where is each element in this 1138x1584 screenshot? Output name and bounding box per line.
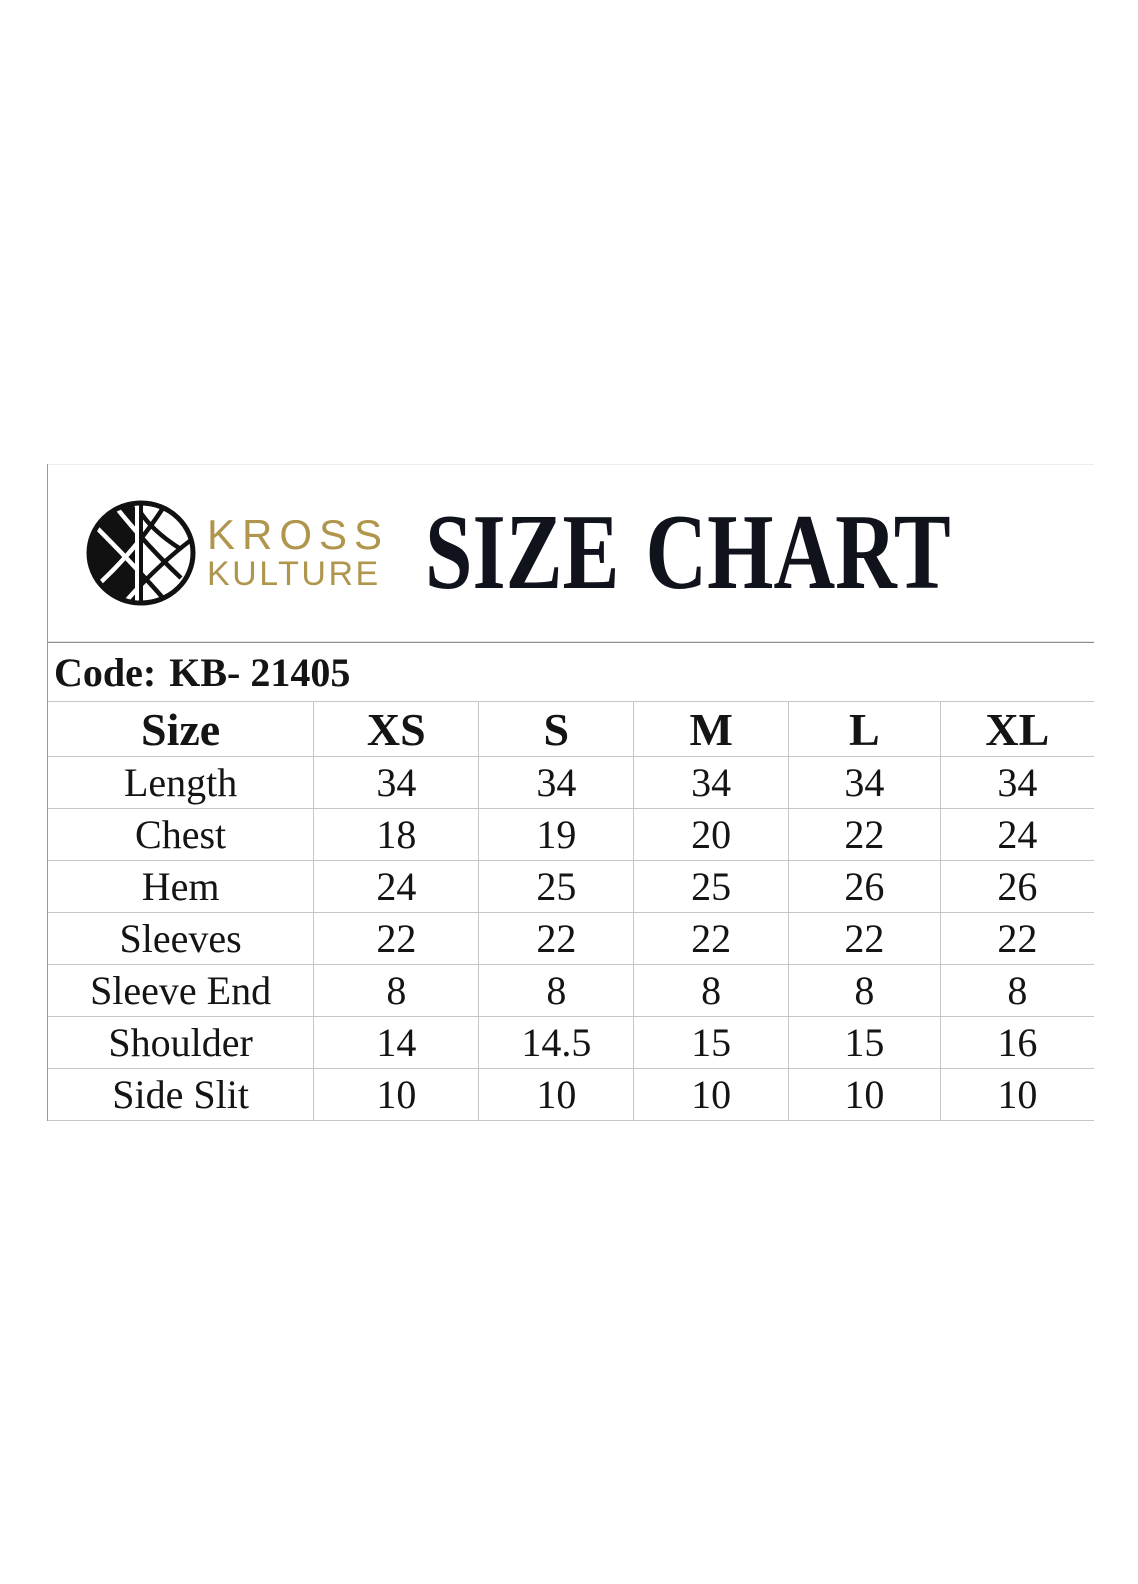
table-row-sleeve-end: Sleeve End 8 8 8 8 8	[48, 964, 1094, 1017]
size-table: Size XS S M L XL Length 34 34 34 34 34 C…	[48, 701, 1094, 1121]
table-row-hem: Hem 24 25 25 26 26	[48, 860, 1094, 913]
product-code-label: Code:	[54, 649, 157, 695]
row-label: Sleeve End	[48, 964, 315, 1017]
brand-header: KROSS KULTURE SIZE CHART	[48, 464, 1094, 642]
row-label: Shoulder	[48, 1016, 315, 1069]
cell-value: 25	[478, 860, 635, 913]
cell-value: 25	[633, 860, 790, 913]
cell-value: 22	[788, 912, 941, 965]
cell-value: 10	[633, 1068, 790, 1121]
cell-value: 8	[633, 964, 790, 1017]
cell-value: 10	[478, 1068, 635, 1121]
cell-value: 34	[478, 756, 635, 809]
cell-value: 8	[313, 964, 480, 1017]
column-header-l: L	[788, 701, 941, 757]
cell-value: 8	[478, 964, 635, 1017]
cell-value: 22	[939, 912, 1094, 965]
row-label: Side Slit	[48, 1068, 315, 1121]
cell-value: 14.5	[478, 1016, 635, 1069]
cell-value: 18	[313, 808, 480, 861]
table-row-sleeves: Sleeves 22 22 22 22 22	[48, 912, 1094, 965]
column-header-m: M	[633, 701, 790, 757]
cell-value: 22	[478, 912, 635, 965]
cell-value: 8	[939, 964, 1094, 1017]
size-chart-sheet: KROSS KULTURE SIZE CHART Code: KB- 21405…	[47, 464, 1094, 1121]
column-header-size: Size	[48, 701, 315, 757]
row-label: Sleeves	[48, 912, 315, 965]
table-row-chest: Chest 18 19 20 22 24	[48, 808, 1094, 861]
cell-value: 15	[633, 1016, 790, 1069]
cell-value: 26	[939, 860, 1094, 913]
cell-value: 34	[313, 756, 480, 809]
table-row-shoulder: Shoulder 14 14.5 15 15 16	[48, 1016, 1094, 1069]
column-header-xs: XS	[313, 701, 480, 757]
cell-value: 10	[313, 1068, 480, 1121]
row-label: Chest	[48, 808, 315, 861]
cell-value: 16	[939, 1016, 1094, 1069]
brand-name-line2: KULTURE	[207, 555, 381, 594]
cell-value: 19	[478, 808, 635, 861]
cell-value: 10	[788, 1068, 941, 1121]
table-row-side-slit: Side Slit 10 10 10 10 10	[48, 1068, 1094, 1121]
brand-name-line1: KROSS	[207, 511, 390, 559]
product-code-value: KB- 21405	[169, 649, 351, 695]
cell-value: 15	[788, 1016, 941, 1069]
row-label: Length	[48, 756, 315, 809]
cell-value: 8	[788, 964, 941, 1017]
page-title: SIZE CHART	[425, 493, 951, 612]
globe-lattice-icon	[86, 500, 196, 606]
cell-value: 24	[313, 860, 480, 913]
product-code: Code: KB- 21405	[48, 642, 1094, 701]
cell-value: 34	[633, 756, 790, 809]
cell-value: 22	[313, 912, 480, 965]
cell-value: 34	[788, 756, 941, 809]
cell-value: 34	[939, 756, 1094, 809]
column-header-s: S	[478, 701, 635, 757]
table-header-row: Size XS S M L XL	[48, 701, 1094, 757]
column-header-xl: XL	[939, 701, 1094, 757]
cell-value: 24	[939, 808, 1094, 861]
cell-value: 20	[633, 808, 790, 861]
cell-value: 22	[788, 808, 941, 861]
table-row-length: Length 34 34 34 34 34	[48, 756, 1094, 809]
cell-value: 14	[313, 1016, 480, 1069]
cell-value: 26	[788, 860, 941, 913]
cell-value: 22	[633, 912, 790, 965]
brand-name: KROSS KULTURE	[207, 511, 390, 594]
row-label: Hem	[48, 860, 315, 913]
cell-value: 10	[939, 1068, 1094, 1121]
